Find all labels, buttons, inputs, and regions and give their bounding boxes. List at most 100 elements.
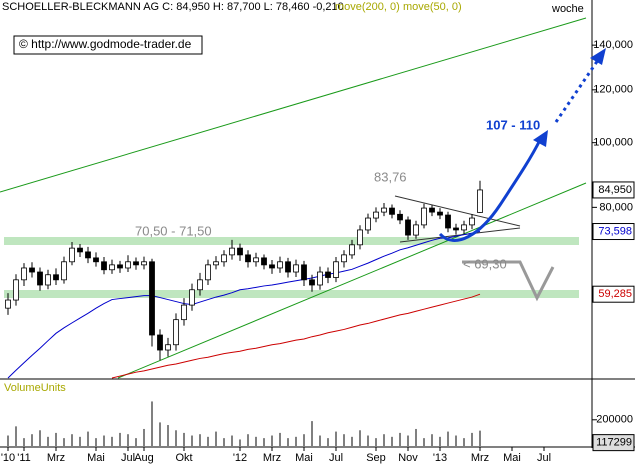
projection-arrow — [554, 59, 600, 123]
volume-bar — [63, 438, 65, 446]
candle-body — [309, 279, 315, 286]
ma-line — [111, 293, 481, 379]
volume-bar — [391, 436, 393, 446]
candle-body — [349, 244, 355, 256]
x-tick-label: '11 — [17, 452, 31, 464]
y-tick-label: 120,000 — [593, 84, 633, 96]
candle-body — [373, 211, 379, 219]
candle-body — [45, 274, 51, 286]
volume-bar — [79, 436, 81, 446]
plot — [5, 180, 483, 379]
candle-body — [149, 261, 155, 336]
candle-body — [53, 274, 59, 281]
candle-body — [437, 211, 443, 216]
copyright-box — [13, 35, 203, 55]
candle-body — [301, 264, 307, 281]
candle-body — [109, 264, 115, 271]
volume-bar — [15, 426, 17, 446]
annotation: 70,50 - 71,50 — [135, 223, 212, 238]
candle-body — [325, 271, 331, 278]
volume-bar — [103, 435, 105, 446]
candle-body — [5, 299, 11, 309]
candle-body — [381, 207, 387, 213]
candle-body — [85, 251, 91, 259]
candle-body — [189, 289, 195, 306]
y-tick-label: 140,000 — [593, 39, 633, 51]
x-tick-label: Aug — [134, 452, 154, 464]
candle-body — [261, 257, 267, 266]
candle-body — [141, 261, 147, 266]
candle-body — [221, 254, 227, 263]
candle-body — [61, 261, 67, 281]
volume-bar — [111, 436, 113, 446]
volume-bar — [327, 438, 329, 446]
candle-body — [29, 267, 35, 273]
x-tick-label: '12 — [233, 452, 247, 464]
x-tick-label: Sep — [366, 452, 386, 464]
candle-body — [237, 247, 243, 256]
y-tick-label: 80,000 — [599, 201, 633, 213]
candle-body — [101, 261, 107, 271]
volume-bar — [191, 435, 193, 446]
volume-bar — [447, 431, 449, 446]
candle-body — [277, 261, 283, 269]
last-value-label: 73,598 — [598, 225, 632, 237]
volume-bar — [47, 436, 49, 446]
volume-bar — [359, 430, 361, 446]
annotation: < 69,30 — [463, 256, 507, 271]
candle-body — [293, 264, 299, 273]
volume-bar — [151, 401, 153, 446]
x-tick-label: '13 — [433, 452, 447, 464]
x-tick-label: Jul — [329, 452, 343, 464]
volume-bar — [455, 435, 457, 446]
volume-bar — [415, 428, 417, 446]
projection-arrow — [438, 139, 542, 242]
last-value-box — [592, 434, 635, 452]
volume-bar — [7, 435, 9, 446]
candle-body — [165, 344, 171, 351]
volume-bar — [303, 434, 305, 446]
triangle-line — [394, 195, 521, 227]
candle-body — [13, 279, 19, 301]
last-value-label: 84,950 — [598, 184, 632, 196]
x-tick-label: Mrz — [471, 452, 489, 464]
volume-bar — [367, 435, 369, 446]
candle-body — [21, 267, 27, 281]
volume-bar — [31, 434, 33, 446]
volume-bar — [407, 435, 409, 446]
annotation: 107 - 110 — [486, 117, 540, 132]
candle-body — [269, 264, 275, 269]
candle-body — [397, 213, 403, 221]
candle-body — [197, 279, 203, 291]
candle-body — [181, 304, 187, 321]
candle-body — [365, 217, 371, 231]
candle-body — [77, 247, 83, 253]
volume-bar — [375, 438, 377, 446]
volume-bar — [471, 432, 473, 446]
candle-body — [133, 261, 139, 266]
volume-bar — [87, 431, 89, 446]
candle-body — [285, 261, 291, 273]
volume-bar — [287, 438, 289, 446]
arrow-head — [533, 130, 548, 147]
volume-bar — [175, 430, 177, 446]
scenario-arrow — [462, 260, 555, 302]
candle-body — [413, 224, 419, 236]
x-tick-label: Mrz — [47, 452, 65, 464]
x-tick-label: Mai — [87, 452, 105, 464]
copyright: © http://www.godmode-trader.de — [19, 37, 192, 51]
volume-bar — [263, 438, 265, 446]
candle-body — [37, 271, 43, 286]
candle-body — [173, 319, 179, 346]
candle-body — [421, 207, 427, 226]
last-value-box — [592, 285, 635, 303]
volume-bar — [135, 438, 137, 446]
chart-title: SCHOELLER-BLECKMANN AG C: 84,950 H: 87,7… — [2, 1, 344, 13]
volume-bar — [55, 432, 57, 446]
candle-body — [205, 264, 211, 281]
candle-body — [93, 257, 99, 263]
candle-body — [245, 254, 251, 263]
y-tick-label: 200000 — [596, 414, 633, 426]
volume-bar — [479, 430, 481, 446]
